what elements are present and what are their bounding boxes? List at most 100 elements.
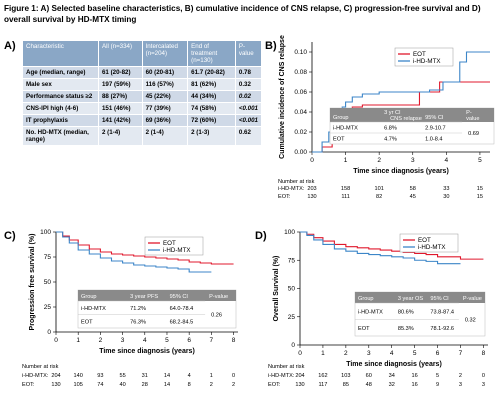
x-tick-label: 6	[187, 337, 191, 344]
inset-cell: EOT	[358, 326, 370, 332]
x-axis-label: Time since diagnosis (years)	[353, 168, 449, 175]
table-row: Male sex 197 (59%) 116 (57%) 81 (62%) 0.…	[22, 78, 263, 91]
risk-value: 8	[188, 382, 191, 388]
table-cell: 197 (59%)	[97, 78, 143, 91]
x-tick-label: 1	[76, 337, 80, 344]
x-tick-label: 4	[445, 157, 449, 164]
table-row: Age (median, range) 61 (20-82) 60 (20-81…	[22, 66, 263, 79]
y-tick-label: 75	[288, 257, 296, 264]
inset-pvalue: 0.69	[468, 131, 479, 137]
inset-cell: 76.3%	[130, 319, 146, 325]
risk-value: 2	[459, 373, 462, 379]
risk-value: 31	[142, 373, 148, 379]
table-cell: 81 (62%)	[187, 78, 236, 91]
risk-value: 45	[410, 194, 416, 200]
legend-entry: i-HD-MTX	[163, 247, 191, 254]
risk-row-label: i-HD-MTX:	[268, 373, 295, 379]
risk-value: 16	[412, 382, 418, 388]
inset-header: 95% CI	[170, 294, 189, 300]
table-cell: 44 (34%)	[187, 90, 236, 103]
risk-value: 85	[343, 382, 349, 388]
y-tick-label: 0	[47, 329, 51, 336]
series-line-eot	[312, 81, 490, 153]
legend-box	[394, 47, 454, 67]
risk-row-label: EOT:	[268, 382, 281, 388]
x-tick-label: 2	[99, 337, 103, 344]
table-cell: 116 (57%)	[141, 78, 189, 91]
inset-cell: EOT	[81, 319, 93, 325]
risk-value: 3	[482, 382, 485, 388]
x-tick-label: 6	[436, 350, 440, 357]
inset-cell: 71.2%	[130, 306, 146, 312]
table-cell: 2 (1-4)	[141, 126, 189, 146]
y-tick-label: 100	[40, 229, 51, 236]
series-line-i-hd-mtx	[312, 51, 490, 153]
risk-value: 4	[188, 373, 191, 379]
risk-value: 140	[74, 373, 83, 379]
risk-value: 158	[341, 186, 350, 192]
risk-row-label: i-HD-MTX:	[278, 186, 305, 192]
table-cell: 0.78	[234, 66, 263, 79]
panel-d-label: D)	[255, 230, 267, 242]
inset-box	[329, 107, 495, 145]
inset-header: 3 yr CI	[384, 110, 401, 116]
y-tick-label: 0.00	[294, 149, 307, 156]
risk-value: 16	[412, 373, 418, 379]
inset-cell: 64.0-78.4	[170, 306, 194, 312]
inset-box	[77, 289, 237, 329]
series-line-eot	[300, 231, 484, 260]
risk-value: 28	[142, 382, 148, 388]
table-cell: 88 (27%)	[97, 90, 143, 103]
risk-value: 204	[295, 373, 304, 379]
risk-title: Number at risk	[268, 364, 305, 370]
y-tick-label: 0.10	[294, 49, 307, 56]
th-all: All (n=334)	[97, 40, 143, 67]
y-axis-label: Cumulative incidence of CNS relapse	[279, 35, 286, 159]
y-tick-label: 50	[288, 286, 296, 293]
table-cell: No. HD-MTX (median, range)	[22, 126, 99, 146]
inset-header: P-value	[463, 296, 482, 302]
risk-title: Number at risk	[278, 179, 315, 185]
risk-value: 204	[51, 373, 60, 379]
inset-cell: EOT	[333, 137, 345, 143]
x-tick-label: 4	[390, 350, 394, 357]
inset-cell: 6.8%	[384, 126, 397, 132]
legend-entry: EOT	[413, 51, 426, 58]
inset-header: P-	[466, 110, 472, 116]
x-tick-label: 0	[298, 350, 302, 357]
x-tick-label: 7	[459, 350, 463, 357]
x-tick-label: 8	[482, 350, 486, 357]
inset-cell: 68.2-84.5	[170, 319, 194, 325]
inset-header: Group	[81, 294, 97, 300]
y-tick-label: 100	[284, 229, 295, 236]
inset-cell: 2.9-10.7	[425, 126, 446, 132]
table-cell: CNS-IPI high (4-6)	[22, 102, 99, 115]
x-tick-label: 1	[344, 157, 348, 164]
panel-b-label: B)	[265, 40, 277, 52]
x-tick-label: 8	[232, 337, 236, 344]
inset-header: Group	[333, 115, 349, 121]
y-tick-label: 50	[44, 279, 52, 286]
inset-header: P-value	[209, 294, 228, 300]
y-axis-label: Overall Survival (%)	[273, 256, 280, 322]
y-tick-label: 0.04	[294, 109, 307, 116]
table-cell: 77 (39%)	[141, 102, 189, 115]
table-cell: 2 (1-3)	[187, 126, 236, 146]
risk-value: 40	[119, 382, 125, 388]
inset-cell: 78.1-92.6	[430, 326, 454, 332]
th-pvalue: P-value	[234, 40, 263, 67]
inset-pvalue: 0.32	[465, 318, 476, 324]
table-cell: 141 (42%)	[97, 114, 143, 127]
panel-c-label: C)	[4, 230, 16, 242]
y-tick-label: 0	[291, 342, 295, 349]
table-cell: <0.001	[234, 114, 263, 127]
y-tick-label: 0.02	[294, 129, 307, 136]
risk-value: 1	[210, 373, 213, 379]
table-cell: 0.62	[234, 126, 263, 146]
risk-row-label: EOT:	[22, 382, 35, 388]
inset-header: 95% CI	[425, 115, 444, 121]
risk-value: 30	[443, 194, 449, 200]
table-row: Performance status ≥2 88 (27%) 45 (22%) …	[22, 90, 263, 103]
baseline-table-header: Characteristic All (n=334) Intercalated …	[22, 40, 263, 67]
inset-header: CNS relapse	[390, 116, 422, 122]
